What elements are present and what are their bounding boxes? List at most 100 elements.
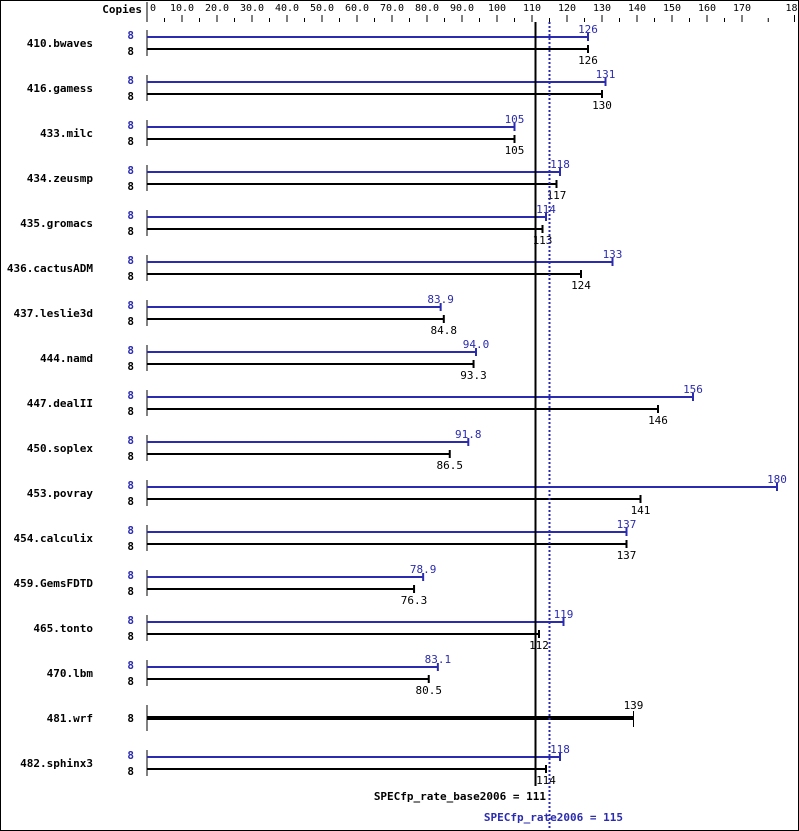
peak-value-label: 83.1 <box>425 653 452 666</box>
peak-copies: 8 <box>127 344 134 357</box>
base-copies: 8 <box>127 675 134 688</box>
base-value-label: 137 <box>617 549 637 562</box>
benchmark-row: 447.dealII 8 8 156 146 <box>27 383 703 427</box>
base-value-label: 117 <box>547 189 567 202</box>
base-reference-label: SPECfp_rate_base2006 = 111 <box>374 790 547 803</box>
peak-copies: 8 <box>127 749 134 762</box>
base-value-label: 112 <box>529 639 549 652</box>
benchmark-name: 459.GemsFDTD <box>14 577 94 590</box>
benchmark-row: 481.wrf 8 139 <box>47 699 643 731</box>
benchmark-row: 410.bwaves 8 8 126 126 <box>27 23 598 67</box>
base-value-label: 141 <box>631 504 651 517</box>
benchmark-name: 465.tonto <box>33 622 93 635</box>
x-tick-label: 20.0 <box>205 3 229 14</box>
benchmark-name: 433.milc <box>40 127 93 140</box>
peak-value-label: 119 <box>554 608 574 621</box>
peak-copies: 8 <box>127 209 134 222</box>
peak-value-label: 78.9 <box>410 563 437 576</box>
base-value-label: 114 <box>536 774 556 787</box>
base-copies: 8 <box>127 765 134 778</box>
x-tick-label: 10.0 <box>170 3 194 14</box>
base-value-label: 105 <box>505 144 525 157</box>
x-tick-label: 140 <box>628 3 646 14</box>
peak-copies: 8 <box>127 524 134 537</box>
peak-value-label: 137 <box>617 518 637 531</box>
x-tick-label: 40.0 <box>275 3 299 14</box>
peak-value-label: 133 <box>603 248 623 261</box>
base-value-label: 76.3 <box>401 594 428 607</box>
base-value-label: 124 <box>571 279 591 292</box>
x-tick-label: 130 <box>593 3 611 14</box>
peak-value-label: 105 <box>505 113 525 126</box>
base-copies: 8 <box>127 712 134 725</box>
benchmark-row: 433.milc 8 8 105 105 <box>40 113 524 157</box>
peak-copies: 8 <box>127 74 134 87</box>
x-tick-label: 70.0 <box>380 3 404 14</box>
peak-value-label: 180 <box>767 473 787 486</box>
benchmark-name: 453.povray <box>27 487 94 500</box>
base-value-label: 80.5 <box>416 684 443 697</box>
benchmark-row: 453.povray 8 8 180 141 <box>27 473 787 517</box>
benchmark-name: 447.dealII <box>27 397 93 410</box>
base-copies: 8 <box>127 360 134 373</box>
benchmark-name: 482.sphinx3 <box>20 757 93 770</box>
benchmark-name: 436.cactusADM <box>7 262 93 275</box>
peak-copies: 8 <box>127 29 134 42</box>
base-value-label: 93.3 <box>460 369 487 382</box>
x-tick-label: 185 <box>785 3 799 14</box>
base-copies: 8 <box>127 270 134 283</box>
benchmark-row: 444.namd 8 8 94.0 93.3 <box>40 338 489 382</box>
base-value-label: 126 <box>578 54 598 67</box>
benchmark-row: 416.gamess 8 8 131 130 <box>27 68 616 112</box>
peak-copies: 8 <box>127 299 134 312</box>
benchmark-name: 470.lbm <box>47 667 94 680</box>
x-tick-label: 170 <box>733 3 751 14</box>
peak-value-label: 114 <box>536 203 556 216</box>
x-tick-label: 90.0 <box>450 3 474 14</box>
benchmark-name: 434.zeusmp <box>27 172 94 185</box>
peak-copies: 8 <box>127 389 134 402</box>
base-copies: 8 <box>127 180 134 193</box>
base-copies: 8 <box>127 450 134 463</box>
x-tick-label: 120 <box>558 3 576 14</box>
peak-copies: 8 <box>127 434 134 447</box>
base-value-label: 130 <box>592 99 612 112</box>
benchmark-row: 465.tonto 8 8 119 112 <box>33 608 573 652</box>
benchmark-name: 454.calculix <box>14 532 94 545</box>
base-copies: 8 <box>127 135 134 148</box>
base-copies: 8 <box>127 90 134 103</box>
base-copies: 8 <box>127 495 134 508</box>
peak-copies: 8 <box>127 569 134 582</box>
benchmark-row: 450.soplex 8 8 91.8 86.5 <box>27 428 482 472</box>
peak-copies: 8 <box>127 164 134 177</box>
x-tick-label: 110 <box>523 3 541 14</box>
benchmark-name: 435.gromacs <box>20 217 93 230</box>
x-tick-label: 160 <box>698 3 716 14</box>
benchmark-name: 416.gamess <box>27 82 93 95</box>
benchmark-row: 435.gromacs 8 8 114 113 <box>20 203 556 247</box>
peak-value-label: 91.8 <box>455 428 482 441</box>
peak-value-label: 126 <box>578 23 598 36</box>
peak-value-label: 118 <box>550 743 570 756</box>
base-copies: 8 <box>127 585 134 598</box>
peak-copies: 8 <box>127 614 134 627</box>
x-tick-label: 0 <box>150 3 156 14</box>
x-tick-label: 50.0 <box>310 3 334 14</box>
base-copies: 8 <box>127 225 134 238</box>
base-copies: 8 <box>127 405 134 418</box>
base-value-label: 86.5 <box>437 459 464 472</box>
peak-reference-label: SPECfp_rate2006 = 115 <box>484 811 623 824</box>
x-tick-label: 100 <box>488 3 506 14</box>
benchmark-name: 450.soplex <box>27 442 94 455</box>
benchmark-name: 437.leslie3d <box>14 307 93 320</box>
x-tick-label: 80.0 <box>415 3 439 14</box>
peak-value-label: 83.9 <box>427 293 454 306</box>
benchmark-name: 481.wrf <box>47 712 93 725</box>
peak-value-label: 94.0 <box>463 338 490 351</box>
peak-copies: 8 <box>127 254 134 267</box>
base-copies: 8 <box>127 540 134 553</box>
base-value-label: 113 <box>533 234 553 247</box>
peak-value-label: 131 <box>596 68 616 81</box>
